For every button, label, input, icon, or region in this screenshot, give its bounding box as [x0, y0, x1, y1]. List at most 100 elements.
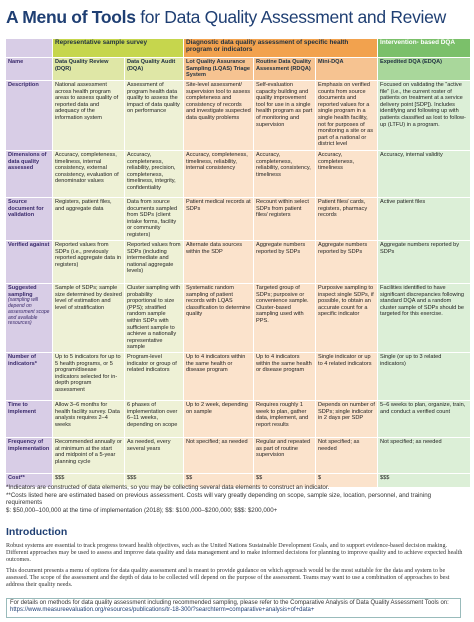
cell: $$: [253, 472, 317, 488]
cell: National assessment across health progra…: [52, 80, 125, 151]
cell: Data from source documents sampled from …: [123, 197, 185, 241]
cell: Single (or up to 3 related indicators): [377, 351, 472, 401]
column-header: Mini-DQA: [315, 57, 379, 81]
cell: $$$: [52, 472, 125, 488]
table-row: Time to implement Allow 3–6 months for he…: [5, 399, 472, 438]
row-label-text: Cost**: [8, 474, 25, 481]
title-rest: for Data Quality Assessment and Review: [135, 7, 446, 27]
cell: Up to 5 indicators for up to 5 health pr…: [52, 351, 125, 401]
cell: Regular and repeated as part of routine …: [253, 436, 317, 474]
cell: Cluster sampling with probability propor…: [123, 283, 185, 353]
cell: Focused on validating the “active file” …: [377, 80, 472, 151]
title-bold: A Menu of Tools: [6, 7, 136, 27]
column-header: Data Quality Audit (DQA): [123, 57, 185, 81]
table-row: Cost** $$$ $$$ $$ $$ $ $$$: [5, 472, 472, 488]
note-box: For details on methods for data quality …: [6, 598, 461, 618]
cell: Not specified; as needed: [377, 436, 472, 474]
table-row: Dimensions of data quality assessed Accur…: [5, 150, 472, 198]
column-header: Lot Quality Assurance Sampling (LQAS) Tr…: [183, 57, 255, 81]
cell: $$$: [123, 472, 185, 488]
column-header: Routine Data Quality Assessment (RDQA): [253, 57, 317, 81]
cell: $$: [183, 472, 255, 488]
row-label-text: Suggested sampling: [8, 285, 37, 298]
cell: Self-evaluation capacity building and qu…: [253, 80, 317, 151]
cell: Recount within select SDPs from patient …: [253, 197, 317, 241]
cell: Recommended annually or at minimum at th…: [52, 436, 125, 474]
row-sublabel: (sampling will depend on assessment scop…: [8, 297, 50, 327]
row-label-text: Verified against: [8, 242, 50, 248]
row-label: Verified against: [5, 240, 53, 284]
cell: Site-level assessment/ supervision tool …: [183, 80, 255, 151]
cell: Not specified; as needed: [183, 436, 255, 474]
cell: Reported values from SDPs (i.e., previou…: [52, 240, 125, 284]
name-row: Name Data Quality Review (DQR) Data Qualit…: [5, 57, 472, 81]
cell: Patient files/ cards, registers, pharmac…: [315, 197, 379, 241]
cell: Targeted group of SDPs; purposive or con…: [253, 283, 317, 353]
row-label: Number of indicators*: [5, 351, 53, 401]
row-label-text: Number of indicators*: [8, 353, 37, 367]
cell: Allow 3–6 months for health facility sur…: [52, 399, 125, 438]
table-row: Source document for validation Registers,…: [5, 197, 472, 241]
corner: [5, 38, 53, 58]
row-label: Description: [5, 80, 53, 151]
group-header: Diagnostic data quality assessment of sp…: [183, 38, 379, 58]
footnote: *Indicators are constructed of data elem…: [6, 484, 330, 491]
intro-paragraph: Robust systems are essential to track pr…: [6, 543, 463, 564]
cell: Up to 2 week, depending on sample: [183, 399, 255, 438]
row-label: Time to implement: [5, 399, 53, 438]
table-row: Description National assessment across he…: [5, 80, 472, 151]
cell: Aggregate numbers reported by SDPs: [253, 240, 317, 284]
cell: Assessment of program health data qualit…: [123, 80, 185, 151]
cell: Registers, patient files, and aggregate …: [52, 197, 125, 241]
cell: Accuracy, completeness, timeliness, reli…: [183, 150, 255, 198]
cell: Systematic random sampling of patient re…: [183, 283, 255, 353]
intro-paragraph: This document presents a menu of options…: [6, 567, 450, 589]
row-label: Frequency of implementation: [5, 436, 53, 474]
intro-heading: Introduction: [6, 526, 68, 538]
cell: Requires roughly 1 week to plan, gather …: [253, 399, 317, 438]
cell: Accuracy, completeness, reliability, pre…: [123, 150, 185, 198]
cell: Emphasis on verified counts from source …: [315, 80, 379, 151]
cell: $$$: [377, 472, 472, 488]
row-label: Name: [5, 57, 53, 81]
row-label: Cost**: [5, 472, 53, 488]
cell: Accuracy, completeness, reliability, con…: [253, 150, 317, 198]
cell: Facilities identified to have significan…: [377, 283, 472, 353]
column-header: Data Quality Review (DQR): [52, 57, 125, 81]
title: A Menu of Tools for Data Quality Assessm…: [6, 7, 446, 28]
footnote: $: $50,000–100,000 at the time of implem…: [6, 506, 278, 514]
cell: Active patient files: [377, 197, 472, 241]
cell: Accuracy, internal validity: [377, 150, 472, 198]
intro-body: Robust systems are essential to track pr…: [6, 543, 468, 592]
table-row: Number of indicators* Up to 5 indicators …: [5, 351, 472, 401]
cell: Up to 4 indicators within the same healt…: [253, 351, 317, 401]
cell: Accuracy, completeness, timeliness, inte…: [52, 150, 125, 198]
cell: Accuracy, completeness, timeliness: [315, 150, 379, 198]
note-url[interactable]: https://www.measureevaluation.org/resour…: [10, 607, 315, 614]
footnotes: *Indicators are constructed of data elem…: [6, 484, 468, 514]
cell: Purposive sampling to inspect single SDP…: [315, 283, 379, 353]
row-label: Dimensions of data quality assessed: [5, 150, 53, 198]
cell: Patient medical records at SDPs: [183, 197, 255, 241]
row-label-text: Frequency of implementation: [8, 438, 50, 452]
cell: 5–6 weeks to plan, organize, train, and …: [377, 399, 472, 438]
cell: Aggregate numbers reported by SDPs: [377, 240, 472, 284]
footnote: **Costs listed here are estimated based …: [6, 491, 432, 507]
group-row: Representative sample survey Diagnostic d…: [5, 38, 472, 58]
row-label-text: Time to implement: [8, 401, 36, 415]
group-header: Intervention- based DQA: [377, 38, 472, 58]
cell: Aggregate numbers reported by SDPs: [315, 240, 379, 284]
row-label-text: Dimensions of data quality assessed: [8, 152, 47, 172]
cell: Up to 4 indicators within the same healt…: [183, 351, 255, 401]
row-label: Source document for validation: [5, 197, 53, 241]
table-row: Frequency of implementation Recommended a…: [5, 436, 472, 474]
table-row: Suggested sampling (sampling will depend …: [5, 283, 472, 353]
column-header: Expedited DQA (EDQA): [377, 57, 472, 81]
row-label-text: Source document for validation: [8, 199, 44, 219]
cell: 6 phases of implementation over 6–11 wee…: [123, 399, 185, 438]
cell: Sample of SDPs; sample size determined b…: [52, 283, 125, 353]
cell: Not specified; as needed: [315, 436, 379, 474]
cell: Alternate data sources within the SDP: [183, 240, 255, 284]
row-label-text: Description: [8, 82, 39, 88]
